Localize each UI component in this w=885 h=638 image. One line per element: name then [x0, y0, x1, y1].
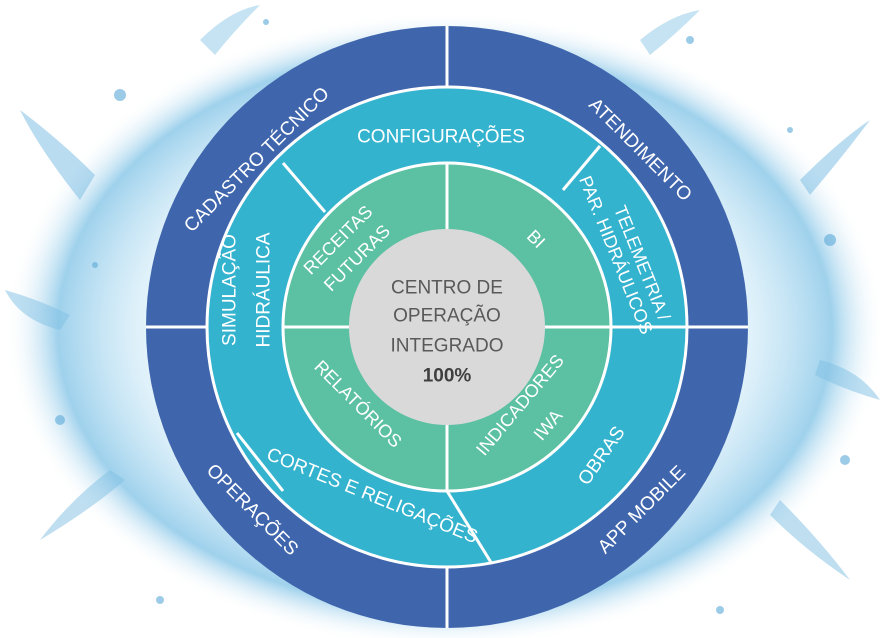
center-line-1: CENTRO DE	[391, 278, 503, 299]
center-circle	[349, 229, 545, 425]
middle-label-simulacao-line1: SIMULAÇÃO	[219, 234, 241, 346]
middle-ring-dividers	[235, 145, 687, 565]
middle-label-configuracoes: CONFIGURAÇÕES	[357, 126, 525, 148]
center-line-3: INTEGRADO	[391, 336, 504, 357]
center-percentage: 100%	[423, 366, 472, 387]
middle-label-simulacao-line2: HIDRÁULICA	[254, 232, 275, 347]
outer-ring-dividers	[146, 26, 748, 628]
center-line-2: OPERAÇÃO	[393, 305, 501, 327]
